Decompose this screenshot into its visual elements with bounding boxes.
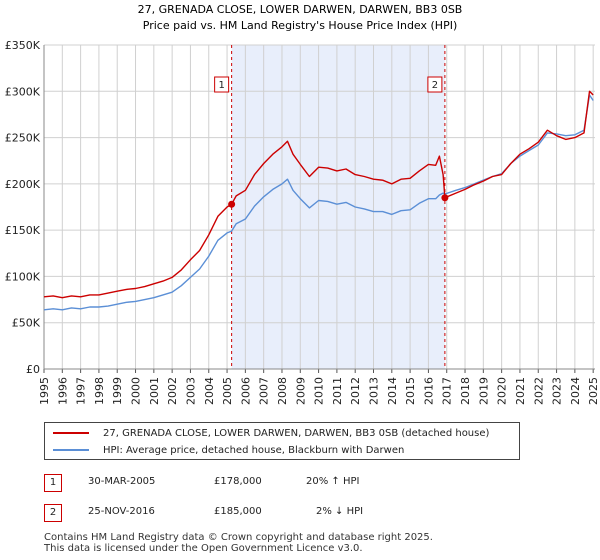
ownership-shaded-region xyxy=(231,45,445,369)
x-tick-label: 2025 xyxy=(587,377,600,405)
sale-date-1: 30-MAR-2005 xyxy=(88,476,156,487)
y-tick-label: £350K xyxy=(5,39,41,52)
sale-badge-2: 2 xyxy=(44,504,62,522)
sale-date-2: 25-NOV-2016 xyxy=(88,506,155,517)
x-tick-label: 2002 xyxy=(166,377,179,405)
x-tick-label: 2006 xyxy=(239,377,252,405)
footer: Contains HM Land Registry data © Crown c… xyxy=(44,532,433,554)
x-tick-label: 2010 xyxy=(313,377,326,405)
y-tick-label: £250K xyxy=(5,132,41,145)
sale-label-2: 2 xyxy=(432,80,438,91)
x-tick-label: 1998 xyxy=(93,377,106,405)
x-tick-label: 2008 xyxy=(276,377,289,405)
y-tick-label: £100K xyxy=(5,270,41,283)
x-tick-label: 1999 xyxy=(111,377,124,405)
sale-label-box-1 xyxy=(214,76,230,93)
x-tick-label: 2005 xyxy=(221,377,234,405)
x-tick-label: 2011 xyxy=(331,377,344,405)
y-tick-label: £200K xyxy=(5,178,41,191)
legend-item-property: 27, GRENADA CLOSE, LOWER DARWEN, DARWEN,… xyxy=(53,425,489,441)
legend-swatch-hpi xyxy=(53,449,89,451)
x-tick-label: 1996 xyxy=(56,377,69,405)
sale-point-2 xyxy=(441,194,449,202)
x-tick-label: 2013 xyxy=(368,377,381,405)
y-tick-label: £300K xyxy=(5,85,41,98)
x-tick-label: 2001 xyxy=(148,377,161,405)
x-tick-label: 2000 xyxy=(130,377,143,405)
chart-subtitle: Price paid vs. HM Land Registry's House … xyxy=(143,19,458,32)
price-chart: 27, GRENADA CLOSE, LOWER DARWEN, DARWEN,… xyxy=(5,3,600,405)
x-tick-label: 2016 xyxy=(422,377,435,405)
footer-licence: This data is licensed under the Open Gov… xyxy=(44,543,363,554)
x-tick-label: 2021 xyxy=(514,377,527,405)
x-tick-label: 2014 xyxy=(386,377,399,405)
x-tick-label: 2004 xyxy=(203,377,216,405)
x-tick-label: 2019 xyxy=(477,377,490,405)
x-tick-label: 1997 xyxy=(75,377,88,405)
x-tick-label: 2020 xyxy=(496,377,509,405)
sale-hpi-2: 2% ↓ HPI xyxy=(316,506,364,517)
x-tick-label: 2018 xyxy=(459,377,472,405)
legend-item-hpi: HPI: Average price, detached house, Blac… xyxy=(53,442,404,458)
legend-label-property: 27, GRENADA CLOSE, LOWER DARWEN, DARWEN,… xyxy=(103,427,490,439)
legend-label-hpi: HPI: Average price, detached house, Blac… xyxy=(103,444,405,456)
x-tick-label: 2012 xyxy=(349,377,362,405)
y-tick-label: £0 xyxy=(26,363,40,376)
y-tick-label: £50K xyxy=(12,317,41,330)
sale-hpi-1: 20% ↑ HPI xyxy=(306,476,360,487)
legend: 27, GRENADA CLOSE, LOWER DARWEN, DARWEN,… xyxy=(44,422,520,460)
x-tick-label: 2023 xyxy=(551,377,564,405)
sale-label-box-2 xyxy=(427,76,443,93)
x-tick-label: 2017 xyxy=(441,377,454,405)
legend-swatch-property xyxy=(53,432,89,434)
x-tick-label: 2024 xyxy=(569,377,582,405)
sale-point-1 xyxy=(228,200,236,208)
x-tick-label: 2003 xyxy=(184,377,197,405)
x-tick-label: 2015 xyxy=(404,377,417,405)
sale-badge-1: 1 xyxy=(44,474,62,492)
x-tick-label: 1995 xyxy=(38,377,51,405)
property-price-line xyxy=(43,90,594,299)
sale-price-1: £178,000 xyxy=(214,476,262,487)
sale-label-1: 1 xyxy=(218,80,224,91)
x-tick-label: 2009 xyxy=(294,377,307,405)
chart-title: 27, GRENADA CLOSE, LOWER DARWEN, DARWEN,… xyxy=(138,3,463,16)
x-tick-label: 2022 xyxy=(532,377,545,405)
x-tick-label: 2007 xyxy=(258,377,271,405)
y-tick-label: £150K xyxy=(5,224,41,237)
sale-price-2: £185,000 xyxy=(214,506,262,517)
footer-copyright: Contains HM Land Registry data © Crown c… xyxy=(44,532,433,543)
